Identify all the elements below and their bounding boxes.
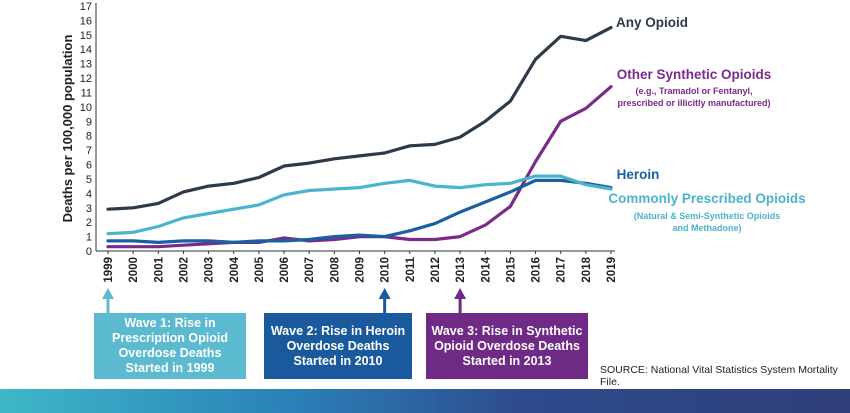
x-tick-label: 2000 xyxy=(128,257,140,283)
wave-text-line: Wave 2: Rise in Heroin xyxy=(270,323,406,338)
series-line-any-opioid xyxy=(106,26,613,211)
y-tick-label: 5 xyxy=(86,174,92,186)
x-tick-label: 2004 xyxy=(229,256,241,282)
y-tick-label: 16 xyxy=(80,15,92,27)
y-tick-label: 8 xyxy=(86,131,92,143)
x-tick-label: 2017 xyxy=(556,257,568,283)
y-tick-label: 6 xyxy=(86,160,92,172)
y-tick-label: 15 xyxy=(80,30,92,42)
x-tick-label: 2016 xyxy=(531,257,543,283)
y-tick-label: 11 xyxy=(81,87,92,99)
series-label: Heroin xyxy=(617,167,660,182)
x-tick-label: 2009 xyxy=(355,257,367,283)
x-tick-label: 2011 xyxy=(405,256,417,282)
y-axis-label: Deaths per 100,000 population xyxy=(60,35,75,223)
x-tick-label: 2001 xyxy=(153,256,165,282)
wave-box-2: Wave 2: Rise in Heroin Overdose Deaths Sta… xyxy=(264,313,412,379)
bottom-decorative-band xyxy=(0,389,850,413)
y-tick-label: 12 xyxy=(80,73,92,85)
series-line-commonly-prescribed-opioids xyxy=(106,174,613,236)
x-tick-label: 1999 xyxy=(103,257,115,283)
x-tick-label: 2010 xyxy=(380,257,392,283)
series-sublabel: and Methadone) xyxy=(673,223,742,233)
x-tick-label: 2003 xyxy=(204,257,216,283)
wave-text-line: Overdose Deaths xyxy=(286,338,390,353)
series-label: Other Synthetic Opioids xyxy=(617,67,772,82)
y-tick-label: 13 xyxy=(80,59,92,71)
y-tick-label: 17 xyxy=(80,1,92,13)
wave-text-line: Wave 1: Rise in xyxy=(124,316,216,330)
y-tick-label: 10 xyxy=(80,102,92,114)
x-tick-label: 2006 xyxy=(279,257,291,283)
wave-arrow-head xyxy=(378,288,391,299)
x-tick-label: 2014 xyxy=(480,256,492,282)
y-tick-label: 1 xyxy=(86,232,92,244)
x-tick-label: 2015 xyxy=(505,256,517,282)
y-tick-label: 4 xyxy=(86,188,92,200)
y-tick-label: 7 xyxy=(86,145,92,157)
wave-text-line: Prescription Opioid xyxy=(112,331,228,345)
wave-box-3: Wave 3: Rise in Synthetic Opioid Overdose… xyxy=(426,313,588,379)
series-label: Any Opioid xyxy=(616,15,688,30)
wave-text-line: Started in 2013 xyxy=(462,353,552,368)
wave-text-line: Wave 3: Rise in Synthetic xyxy=(431,323,583,338)
y-tick-label: 3 xyxy=(86,203,92,215)
wave-text-line: Started in 2010 xyxy=(293,353,383,368)
wave-text-line: Started in 1999 xyxy=(125,361,215,375)
x-tick-label: 2007 xyxy=(304,257,316,283)
series-sublabel: prescribed or illicitly manufactured) xyxy=(617,98,770,108)
series-sublabel: (Natural & Semi-Synthetic Opioids xyxy=(634,211,781,221)
wave-text-line: Overdose Deaths xyxy=(118,346,222,360)
y-tick-label: 0 xyxy=(86,246,92,258)
wave-box-1: Wave 1: Rise in Prescription Opioid Overdo… xyxy=(94,313,246,379)
y-tick-label: 2 xyxy=(86,217,92,229)
x-tick-label: 2002 xyxy=(178,257,190,283)
x-tick-label: 2008 xyxy=(329,256,341,282)
source-note: SOURCE: National Vital Statistics System… xyxy=(600,364,838,388)
x-tick-label: 2019 xyxy=(606,257,618,283)
x-tick-label: 2012 xyxy=(430,257,442,283)
y-tick-label: 9 xyxy=(86,116,92,128)
x-tick-label: 2018 xyxy=(581,256,593,282)
x-tick-label: 2005 xyxy=(254,256,266,282)
series-label: Commonly Prescribed Opioids xyxy=(608,191,805,206)
x-tick-label: 2013 xyxy=(455,257,467,283)
y-tick-label: 14 xyxy=(80,44,92,56)
wave-arrow-head xyxy=(454,288,467,299)
wave-arrow-head xyxy=(102,288,114,299)
series-sublabel: (e.g., Tramadol or Fentanyl, xyxy=(635,86,752,96)
series-line-other-synthetic-opioids xyxy=(106,85,613,249)
wave-text-line: Opioid Overdose Deaths xyxy=(434,338,580,353)
series-line-heroin xyxy=(106,178,613,244)
